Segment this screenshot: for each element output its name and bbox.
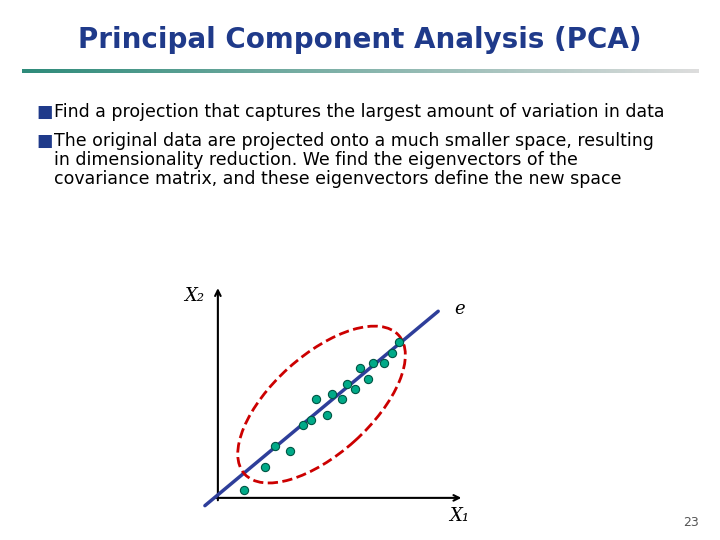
Point — [378, 359, 390, 367]
Point — [336, 395, 348, 404]
Point — [297, 421, 309, 430]
Point — [386, 348, 397, 357]
Text: 23: 23 — [683, 516, 698, 529]
Point — [238, 486, 250, 495]
Point — [368, 359, 379, 367]
Text: ■: ■ — [36, 103, 53, 120]
Text: Find a projection that captures the largest amount of variation in data: Find a projection that captures the larg… — [54, 103, 665, 120]
Text: ■: ■ — [36, 132, 53, 150]
Text: X₂: X₂ — [184, 287, 204, 305]
Point — [326, 390, 338, 399]
Point — [284, 447, 296, 456]
Text: Principal Component Analysis (PCA): Principal Component Analysis (PCA) — [78, 26, 642, 55]
Text: The original data are projected onto a much smaller space, resulting: The original data are projected onto a m… — [54, 132, 654, 150]
Point — [349, 384, 361, 393]
Point — [305, 416, 317, 424]
Point — [362, 374, 374, 383]
Point — [310, 395, 322, 404]
Text: X₁: X₁ — [449, 507, 469, 525]
Text: e: e — [454, 300, 464, 318]
Point — [321, 410, 333, 419]
Point — [258, 462, 270, 471]
Point — [342, 380, 354, 388]
Text: in dimensionality reduction. We find the eigenvectors of the: in dimensionality reduction. We find the… — [54, 151, 578, 169]
Text: covariance matrix, and these eigenvectors define the new space: covariance matrix, and these eigenvector… — [54, 170, 621, 188]
Point — [269, 442, 281, 450]
Point — [394, 338, 405, 347]
Point — [355, 364, 366, 373]
